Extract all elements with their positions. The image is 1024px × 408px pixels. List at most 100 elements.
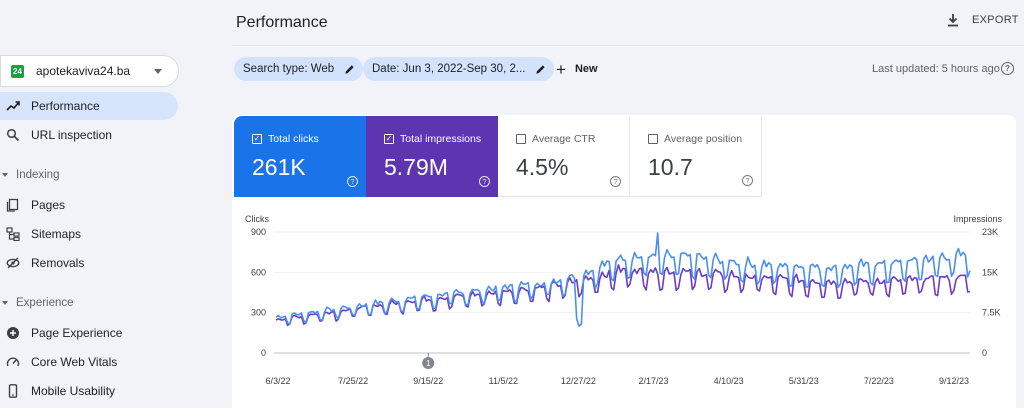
mobile-icon [6,384,20,398]
removals-icon [6,256,20,270]
sidebar-item-label: Pages [31,198,66,212]
property-selector[interactable]: 24 apotekaviva24.ba [0,55,179,87]
chevron-down-icon [154,68,162,74]
y2-tick-label: 23K [982,227,998,237]
sitemap-icon [6,227,20,241]
checkbox-unchecked-icon[interactable] [516,134,526,144]
help-icon[interactable]: ? [610,176,621,187]
new-filter-button[interactable]: + New [556,59,598,79]
chart-grid [274,231,970,354]
property-name: apotekaviva24.ba [36,64,131,78]
metrics-divider [498,196,630,197]
sidebar-item-label: Removals [31,256,85,270]
sidebar-item-mobile-usability[interactable]: Mobile Usability [0,377,178,405]
search-icon [6,128,20,142]
metric-value: 10.7 [648,154,693,180]
chip-label: Date: Jun 3, 2022-Sep 30, 2... [372,63,526,75]
chart-annotation[interactable]: 1 [422,353,435,369]
x-tick-label: 6/3/22 [265,376,290,386]
metric-average-position[interactable]: Average position 10.7 ? [630,116,762,197]
sidebar-item-label: Page Experience [31,326,123,340]
property-favicon: 24 [11,64,24,78]
sidebar-item-url-inspection[interactable]: URL inspection [0,121,178,149]
sidebar-item-removals[interactable]: Removals [0,249,178,277]
x-tick-label: 5/31/23 [789,376,819,386]
y2-tick-label: 15K [982,267,998,277]
date-filter-chip[interactable]: Date: Jun 3, 2022-Sep 30, 2... [363,57,555,81]
download-icon [948,14,958,27]
sidebar: 24 apotekaviva24.ba Performance URL insp… [0,0,185,408]
y2-tick-label: 0 [982,348,987,358]
y-tick-label: 0 [261,348,266,358]
sidebar-item-page-experience[interactable]: Page Experience [0,319,178,347]
sidebar-item-pages[interactable]: Pages [0,191,178,219]
x-tick-label: 7/25/22 [338,376,368,386]
metric-value: 261K [252,154,306,180]
metric-total-impressions[interactable]: ✓ Total impressions 5.79M ? [366,116,498,197]
export-button[interactable]: EXPORT [946,13,1019,27]
page-title: Performance [236,14,328,31]
x-tick-label: 9/15/22 [413,376,443,386]
x-tick-label: 12/27/22 [561,376,596,386]
annotation-marker [422,357,435,369]
sidebar-item-label: URL inspection [31,128,112,142]
speedometer-icon [6,355,20,369]
metric-total-clicks[interactable]: ✓ Total clicks 261K ? [234,116,366,197]
sidebar-item-label: Performance [31,99,100,113]
trending-up-icon [6,99,20,113]
export-label: EXPORT [972,14,1019,26]
section-experience[interactable]: Experience [0,293,74,313]
plus-icon: + [556,59,566,79]
y-axis-ticks: 0 300 600 900 [251,227,266,358]
performance-chart[interactable]: Clicks Impressions 0 300 600 900 0 7.5K 15K 23… [232,200,1016,408]
section-title: Indexing [16,169,60,181]
y-tick-label: 900 [251,227,266,237]
metric-value: 5.79M [384,154,448,180]
y2-axis-label: Impressions [953,214,1002,224]
x-tick-label: 7/22/23 [864,376,894,386]
sidebar-item-label: Mobile Usability [31,384,116,398]
y2-tick-label: 7.5K [982,308,1001,318]
x-axis-ticks: 6/3/22 7/25/22 9/15/22 11/5/22 12/27/22 2/17/… [265,376,969,386]
edit-pencil-icon [345,64,354,74]
y-tick-label: 300 [251,308,266,318]
impressions-line [275,264,971,327]
search-type-filter-chip[interactable]: Search type: Web [234,57,364,81]
section-title: Experience [16,297,74,309]
last-updated-text: Last updated: 5 hours ago [872,63,1000,75]
sidebar-item-label: Sitemaps [31,227,82,241]
metric-label: Average position [664,133,743,145]
collapse-caret-icon [2,301,8,305]
checkbox-checked-icon[interactable]: ✓ [252,134,262,144]
x-tick-label: 4/10/23 [714,376,744,386]
x-tick-label: 11/5/22 [489,376,518,386]
help-icon[interactable]: ? [479,176,490,187]
x-tick-label: 9/12/23 [939,376,969,386]
help-icon[interactable]: ? [742,175,753,186]
y2-axis-ticks: 0 7.5K 15K 23K [982,227,1001,358]
metric-label: Total impressions [400,133,482,145]
metric-average-ctr[interactable]: Average CTR 4.5% ? [498,116,630,197]
clicks-line [275,232,971,327]
sidebar-item-performance[interactable]: Performance [0,92,178,120]
checkbox-unchecked-icon[interactable] [648,134,658,144]
pages-icon [6,198,20,212]
sidebar-item-label: Core Web Vitals [31,355,118,369]
sidebar-item-core-web-vitals[interactable]: Core Web Vitals [0,348,178,376]
edit-pencil-icon [536,64,546,74]
annotation-label: 1 [426,359,431,368]
checkbox-checked-icon[interactable]: ✓ [384,134,394,144]
collapse-caret-icon [2,173,8,177]
help-icon[interactable]: ? [1001,62,1014,75]
x-tick-label: 2/17/23 [639,376,669,386]
y-axis-label: Clicks [245,214,269,224]
help-icon[interactable]: ? [347,176,358,187]
metric-label: Average CTR [532,133,596,145]
sidebar-item-sitemaps[interactable]: Sitemaps [0,220,178,248]
metric-label: Total clicks [268,133,319,145]
y-tick-label: 600 [251,267,266,277]
metric-value: 4.5% [516,154,569,180]
chart-series [275,232,971,327]
new-label: New [574,63,598,75]
section-indexing[interactable]: Indexing [0,165,59,185]
